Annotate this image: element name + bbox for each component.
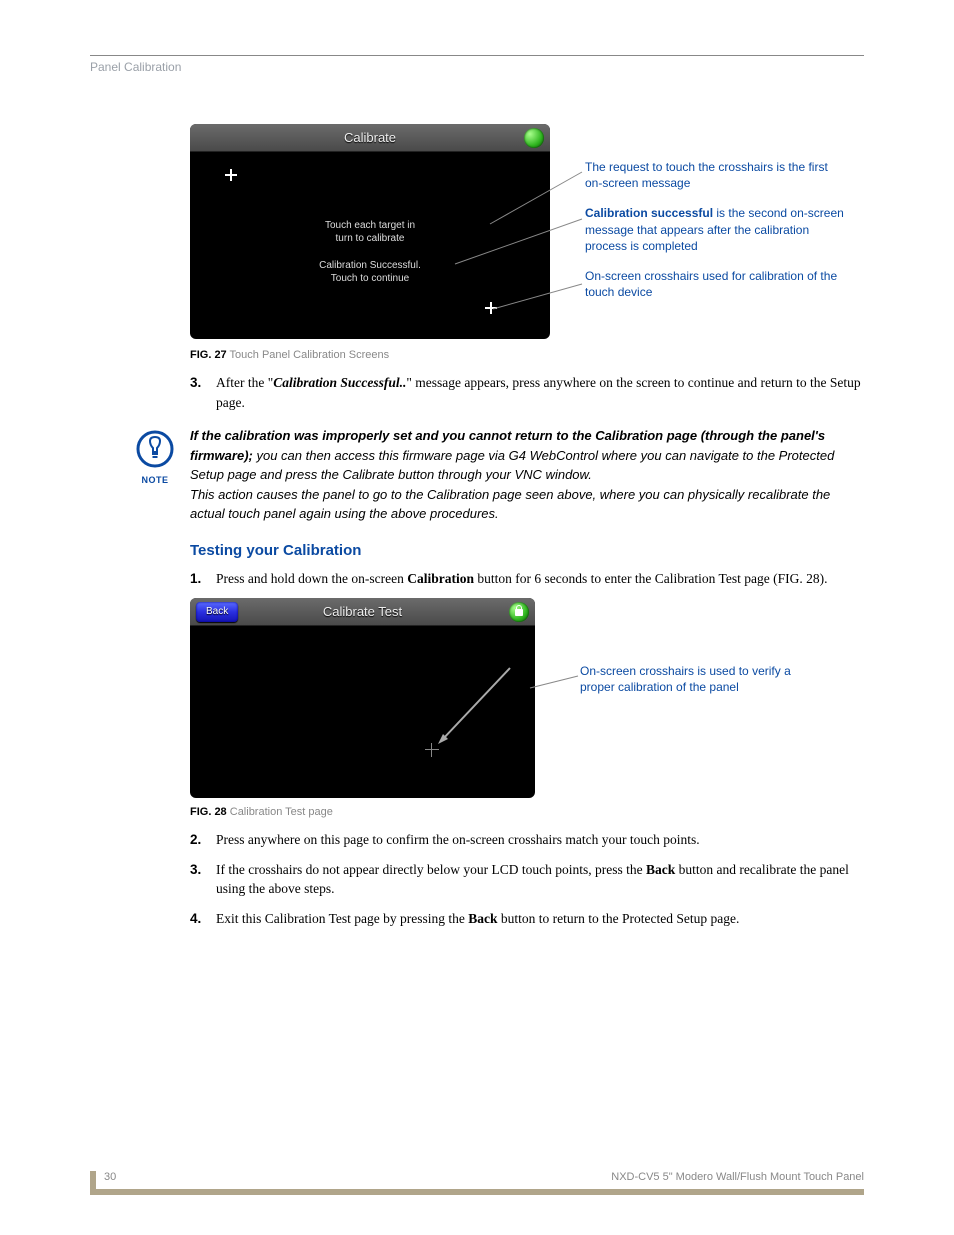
page-footer: 30 NXD-CV5 5" Modero Wall/Flush Mount To… (90, 1191, 864, 1195)
calibrate-test-title: Calibrate Test (323, 604, 402, 619)
test-step-4: 4. Exit this Calibration Test page by pr… (190, 909, 864, 929)
figure-28: Calibrate Test Back On-screen crosshairs… (190, 598, 864, 798)
calibrate-test-screen: Calibrate Test Back (190, 598, 535, 798)
calibrate-titlebar: Calibrate (190, 124, 550, 152)
pointer-arrow (190, 598, 535, 798)
fig27-annot-2: Calibration successful is the second on-… (585, 205, 845, 254)
lightbulb-icon (136, 430, 174, 468)
calibrate-title: Calibrate (344, 130, 396, 145)
doc-title: NXD-CV5 5" Modero Wall/Flush Mount Touch… (611, 1171, 864, 1183)
note-block: NOTE If the calibration was improperly s… (120, 426, 864, 524)
crosshair-icon (425, 743, 439, 757)
page-number: 30 (104, 1171, 116, 1183)
step-3: 3. After the "Calibration Successful.." … (190, 373, 864, 412)
note-text: If the calibration was improperly set an… (190, 426, 864, 524)
fig27-caption: FIG. 27 Touch Panel Calibration Screens (190, 349, 864, 361)
test-step-2: 2. Press anywhere on this page to confir… (190, 830, 864, 850)
calibrate-screen: Calibrate Touch each target in turn to c… (190, 124, 550, 339)
test-step-3: 3. If the crosshairs do not appear direc… (190, 860, 864, 899)
fig27-annot-1: The request to touch the crosshairs is t… (585, 159, 845, 191)
top-rule (90, 55, 864, 56)
footer-rule (90, 1189, 864, 1195)
fig28-annotation: On-screen crosshairs is used to verify a… (580, 663, 800, 695)
back-button[interactable]: Back (196, 602, 238, 622)
calibrate-test-titlebar: Calibrate Test Back (190, 598, 535, 626)
header-section: Panel Calibration (90, 60, 864, 74)
calib-instruction-2: Calibration Successful. Touch to continu… (190, 259, 550, 285)
crosshair-icon (225, 169, 237, 181)
fig27-annot-3: On-screen crosshairs used for calibratio… (585, 268, 845, 300)
section-heading: Testing your Calibration (190, 542, 864, 559)
lock-icon (509, 602, 529, 622)
fig28-caption: FIG. 28 Calibration Test page (190, 806, 864, 818)
note-label: NOTE (120, 475, 190, 485)
crosshair-icon (485, 302, 497, 314)
figure-27: Calibrate Touch each target in turn to c… (190, 124, 864, 339)
status-icon (524, 128, 544, 148)
calib-instruction-1: Touch each target in turn to calibrate (190, 219, 550, 245)
test-step-1: 1. Press and hold down the on-screen Cal… (190, 569, 864, 589)
fig27-annotations: The request to touch the crosshairs is t… (585, 159, 845, 314)
